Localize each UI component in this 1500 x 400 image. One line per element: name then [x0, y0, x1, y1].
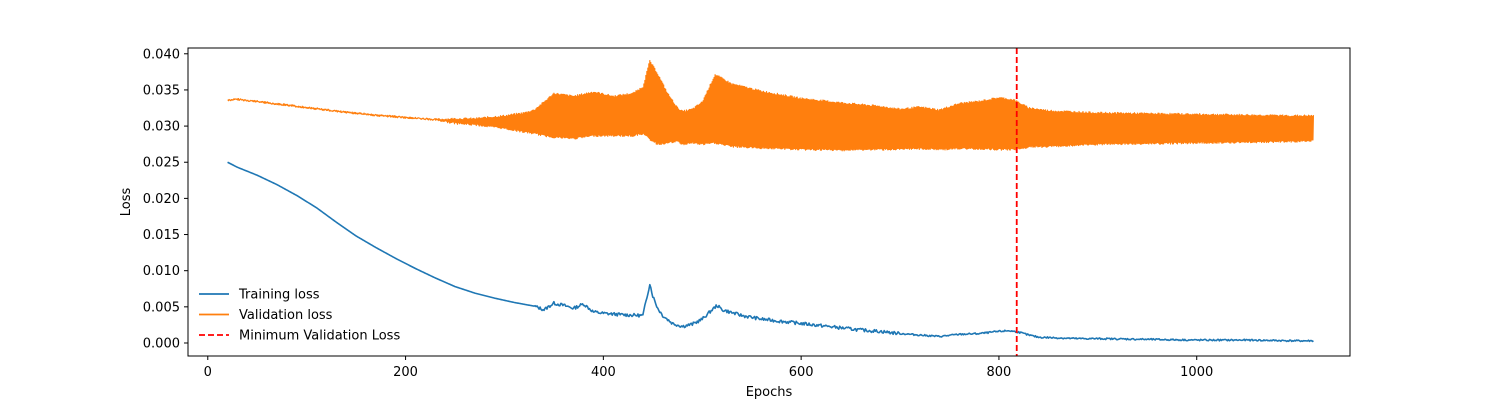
y-tick-label: 0.000 [143, 336, 180, 351]
y-tick-label: 0.005 [143, 300, 180, 315]
y-tick-label: 0.020 [143, 192, 180, 207]
legend: Training loss Validation loss Minimum Vali… [199, 288, 400, 344]
y-tick-label: 0.035 [143, 83, 180, 98]
x-tick-label: 0 [204, 365, 212, 380]
x-tick-label: 1000 [1180, 365, 1213, 380]
y-tick-label: 0.010 [143, 264, 180, 279]
legend-label: Training loss [238, 288, 320, 303]
x-tick-label: 400 [591, 365, 616, 380]
x-tick-label: 800 [987, 365, 1012, 380]
y-tick-label: 0.025 [143, 156, 180, 171]
x-axis-label: Epochs [746, 385, 793, 400]
plot-frame [187, 47, 1351, 357]
y-tick-label: 0.015 [143, 228, 180, 243]
x-tick-label: 200 [393, 365, 418, 380]
y-tick-label: 0.040 [143, 47, 180, 62]
y-axis: 0.000 0.005 0.010 0.015 0.020 0.025 0.030 0.035… [143, 47, 188, 351]
series-validation-loss [227, 60, 1315, 152]
y-tick-label: 0.030 [143, 120, 180, 135]
series-training-loss [227, 161, 1314, 343]
legend-label: Minimum Validation Loss [239, 329, 400, 344]
y-axis-label: Loss [119, 188, 134, 217]
x-axis: 0 200 400 600 800 1000 [204, 356, 1213, 380]
x-tick-label: 600 [789, 365, 814, 380]
legend-label: Validation loss [239, 308, 333, 323]
plot-area [227, 48, 1315, 356]
